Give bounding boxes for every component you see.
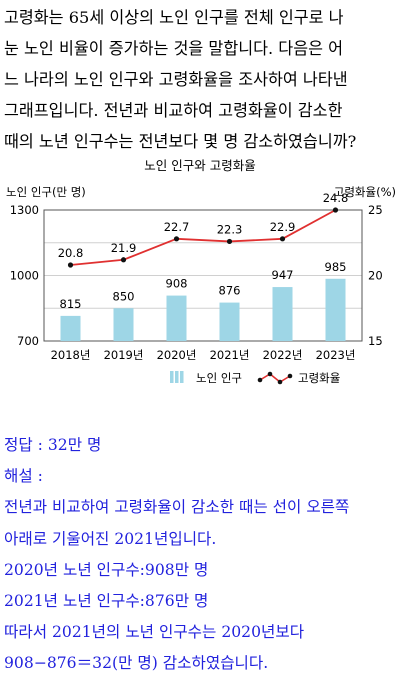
explanation-line: 2020년 노년 인구수:908만 명 bbox=[4, 560, 209, 579]
legend-bar-swatch bbox=[180, 371, 184, 383]
bar bbox=[272, 287, 293, 341]
chart-title: 노인 인구와 고령화율 bbox=[144, 158, 256, 173]
left-tick-label: 700 bbox=[17, 334, 39, 348]
bar-value-label: 850 bbox=[113, 289, 135, 303]
legend-line-point bbox=[267, 371, 273, 377]
rate-value-label: 24.8 bbox=[323, 191, 349, 205]
left-tick-label: 1000 bbox=[10, 269, 39, 283]
answer-line: 정답 : 32만 명 bbox=[4, 436, 102, 454]
bar bbox=[166, 295, 187, 341]
legend-line-point bbox=[257, 377, 263, 383]
right-axis-label: 고령화율(%) bbox=[334, 185, 396, 199]
legend-line-swatch bbox=[259, 373, 291, 383]
rate-value-label: 22.7 bbox=[164, 220, 190, 234]
question-line: 때의 노년 인구수는 전년보다 몇 명 감소하였습니까? bbox=[4, 132, 357, 151]
left-tick-label: 1300 bbox=[10, 203, 39, 217]
plot-frame bbox=[43, 209, 363, 342]
rate-value-label: 20.8 bbox=[58, 246, 84, 260]
bar bbox=[325, 278, 346, 341]
bar bbox=[219, 302, 240, 341]
chart: 노인 인구(만 명) 고령화율(%) 1300 1000 700 25 20 15 815 201… bbox=[6, 185, 396, 385]
left-axis-label: 노인 인구(만 명) bbox=[6, 185, 86, 199]
bar bbox=[113, 308, 134, 341]
explanation-heading: 해설 : bbox=[4, 467, 43, 486]
rate-point bbox=[120, 257, 127, 263]
question-line: 고령화는 65세 이상의 노인 인구를 전체 인구로 나 bbox=[4, 8, 344, 27]
rate-value-label: 22.9 bbox=[270, 220, 296, 234]
x-tick-label: 2022년 bbox=[263, 348, 303, 362]
rate-value-label: 22.3 bbox=[217, 222, 243, 236]
legend-bar-swatch bbox=[175, 371, 179, 383]
rate-point bbox=[67, 262, 74, 268]
rate-point bbox=[332, 207, 339, 213]
explanation-line: 908−876＝32(만 명) 감소하였습니다. bbox=[4, 654, 269, 673]
bar-value-label: 985 bbox=[325, 260, 347, 274]
question-line: 눈 노인 비율이 증가하는 것을 말합니다. 다음은 어 bbox=[4, 39, 344, 58]
bar bbox=[60, 315, 81, 341]
bar-value-label: 876 bbox=[219, 284, 241, 298]
bar-value-label: 815 bbox=[60, 297, 82, 311]
x-tick-label: 2019년 bbox=[104, 348, 144, 362]
right-tick-label: 15 bbox=[368, 334, 383, 348]
right-tick-label: 25 bbox=[368, 203, 383, 217]
x-tick-label: 2021년 bbox=[210, 348, 250, 362]
rate-point bbox=[173, 236, 180, 242]
x-tick-label: 2018년 bbox=[51, 348, 91, 362]
legend-line-point bbox=[277, 379, 283, 385]
rate-line bbox=[70, 209, 336, 266]
x-tick-label: 2020년 bbox=[157, 348, 197, 362]
explanation-line: 전년과 비교하여 고령화율이 감소한 때는 선이 오른쪽 bbox=[4, 498, 350, 517]
x-tick-label: 2023년 bbox=[316, 348, 356, 362]
question-text: 고령화는 65세 이상의 노인 인구를 전체 인구로 나 눈 노인 비율이 증가… bbox=[4, 2, 398, 157]
legend-line-label: 고령화율 bbox=[298, 371, 340, 385]
right-tick-label: 20 bbox=[368, 269, 383, 283]
explanation-line: 2021년 노년 인구수:876만 명 bbox=[4, 592, 209, 611]
bar-value-label: 908 bbox=[166, 277, 188, 291]
legend-bar-swatch bbox=[170, 371, 174, 383]
rate-point bbox=[226, 238, 233, 245]
question-line: 그래프입니다. 전년과 비교하여 고령화율이 감소한 bbox=[4, 101, 343, 120]
bar-value-label: 947 bbox=[272, 268, 294, 282]
explanation-line: 아래로 기울어진 2021년입니다. bbox=[4, 529, 217, 548]
legend-line-point bbox=[287, 373, 293, 379]
legend-bar-label: 노인 인구 bbox=[196, 371, 242, 385]
explanation-line: 따라서 2021년의 노년 인구수는 2020년보다 bbox=[4, 623, 305, 642]
answer-section: 정답 : 32만 명 해설 : 전년과 비교하여 고령화율이 감소한 때는 선이… bbox=[4, 430, 398, 680]
question-line: 느 나라의 노인 인구와 고령화율을 조사하여 나타낸 bbox=[4, 70, 348, 89]
rate-point bbox=[279, 236, 286, 242]
rate-value-label: 21.9 bbox=[111, 241, 137, 255]
